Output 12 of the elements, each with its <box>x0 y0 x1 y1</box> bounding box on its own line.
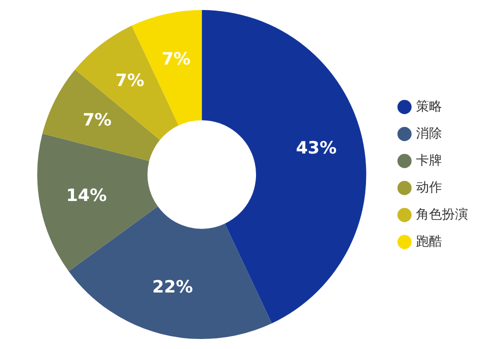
data-label: 22% <box>152 278 193 298</box>
legend-label: 跑酷 <box>416 234 442 250</box>
legend-label: 消除 <box>416 126 442 142</box>
data-label: 43% <box>296 138 337 158</box>
legend-label: 卡牌 <box>416 153 442 168</box>
legend-label: 角色扮演 <box>416 207 468 222</box>
data-label: 7% <box>82 110 112 131</box>
data-label: 7% <box>115 71 144 92</box>
legend-label: 策略 <box>416 99 442 114</box>
data-label: 14% <box>66 186 107 206</box>
legend-label: 动作 <box>416 180 442 196</box>
data-label: 7% <box>162 49 191 70</box>
